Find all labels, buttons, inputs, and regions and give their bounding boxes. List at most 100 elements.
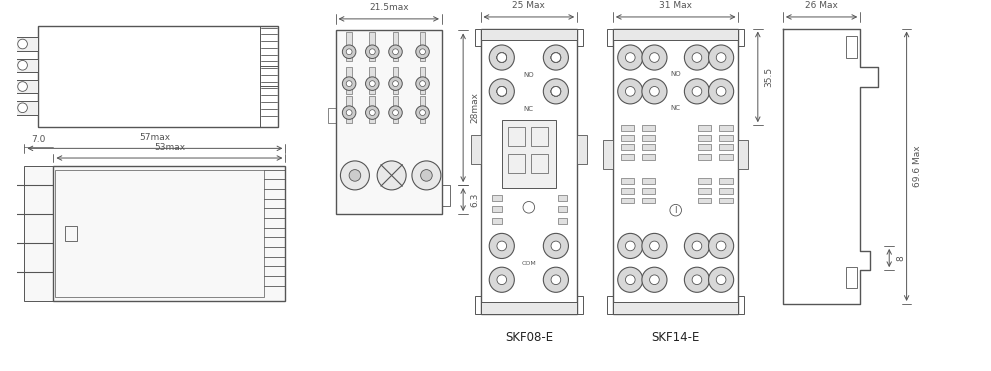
Circle shape xyxy=(551,275,561,285)
Bar xyxy=(501,120,556,188)
Circle shape xyxy=(490,79,514,104)
Bar xyxy=(531,154,548,174)
Bar xyxy=(558,206,568,212)
Bar xyxy=(65,226,76,241)
Circle shape xyxy=(709,79,733,104)
Circle shape xyxy=(642,79,667,104)
Circle shape xyxy=(496,53,506,62)
Bar xyxy=(642,198,655,203)
Circle shape xyxy=(490,267,514,292)
Bar xyxy=(642,154,655,160)
Bar xyxy=(719,154,732,160)
Circle shape xyxy=(716,241,726,251)
Bar xyxy=(719,135,732,141)
Circle shape xyxy=(716,53,726,62)
Circle shape xyxy=(685,233,710,259)
Text: COM: COM xyxy=(521,261,536,266)
Circle shape xyxy=(392,81,398,86)
Text: SKF14-E: SKF14-E xyxy=(651,331,700,344)
Circle shape xyxy=(625,241,635,251)
Circle shape xyxy=(378,161,406,190)
Bar xyxy=(481,29,577,313)
Bar xyxy=(15,37,38,51)
Circle shape xyxy=(551,53,561,62)
Bar xyxy=(346,67,352,94)
Circle shape xyxy=(685,79,710,104)
Circle shape xyxy=(392,49,398,55)
Circle shape xyxy=(650,275,659,285)
Circle shape xyxy=(496,86,506,96)
Bar xyxy=(54,166,285,301)
Circle shape xyxy=(496,53,506,62)
Text: I: I xyxy=(675,206,677,215)
Bar xyxy=(577,29,583,46)
Bar xyxy=(507,127,525,147)
Bar xyxy=(419,96,425,123)
Circle shape xyxy=(617,45,643,70)
Circle shape xyxy=(388,45,402,59)
Bar xyxy=(392,32,398,61)
Bar xyxy=(577,296,583,313)
Circle shape xyxy=(420,170,432,181)
Bar xyxy=(346,32,352,61)
Text: 28max: 28max xyxy=(470,92,479,123)
Circle shape xyxy=(625,86,635,96)
Circle shape xyxy=(496,241,506,251)
Bar xyxy=(738,29,744,46)
Text: 21.5max: 21.5max xyxy=(369,3,408,12)
Circle shape xyxy=(370,110,376,115)
Bar xyxy=(698,135,712,141)
Bar xyxy=(328,108,336,123)
Bar xyxy=(370,96,376,123)
Bar xyxy=(845,36,857,58)
Circle shape xyxy=(496,53,506,62)
Bar xyxy=(719,188,732,194)
Circle shape xyxy=(642,267,667,292)
Bar xyxy=(55,170,264,297)
Text: 57max: 57max xyxy=(140,132,170,142)
Circle shape xyxy=(346,110,352,115)
Circle shape xyxy=(551,86,561,96)
Bar xyxy=(475,29,481,46)
Text: NO: NO xyxy=(670,71,681,77)
Circle shape xyxy=(366,77,380,91)
Circle shape xyxy=(650,86,659,96)
Bar xyxy=(38,26,261,127)
Bar xyxy=(38,26,277,127)
Text: 31 Max: 31 Max xyxy=(659,1,692,10)
Circle shape xyxy=(543,45,569,70)
Bar xyxy=(442,185,450,206)
Circle shape xyxy=(342,106,356,119)
Circle shape xyxy=(366,106,380,119)
Circle shape xyxy=(496,275,506,285)
Bar xyxy=(507,154,525,174)
Bar xyxy=(481,302,577,313)
Circle shape xyxy=(496,86,506,96)
Bar xyxy=(419,32,425,61)
Bar xyxy=(719,125,732,131)
Circle shape xyxy=(496,86,506,96)
Circle shape xyxy=(18,60,28,70)
Circle shape xyxy=(342,45,356,59)
Circle shape xyxy=(412,161,441,190)
Bar xyxy=(493,218,501,224)
Bar xyxy=(531,127,548,147)
Bar xyxy=(471,135,481,164)
Circle shape xyxy=(370,49,376,55)
Circle shape xyxy=(551,53,561,62)
Bar xyxy=(642,188,655,194)
Circle shape xyxy=(419,49,425,55)
Circle shape xyxy=(551,86,561,96)
Circle shape xyxy=(346,49,352,55)
Circle shape xyxy=(543,233,569,259)
Bar xyxy=(25,166,54,301)
Bar xyxy=(336,30,442,214)
Bar xyxy=(698,125,712,131)
Circle shape xyxy=(341,161,370,190)
Bar xyxy=(620,198,634,203)
Circle shape xyxy=(642,45,667,70)
Circle shape xyxy=(625,275,635,285)
Circle shape xyxy=(692,86,702,96)
Text: 35.5: 35.5 xyxy=(765,67,774,87)
Circle shape xyxy=(551,86,561,96)
